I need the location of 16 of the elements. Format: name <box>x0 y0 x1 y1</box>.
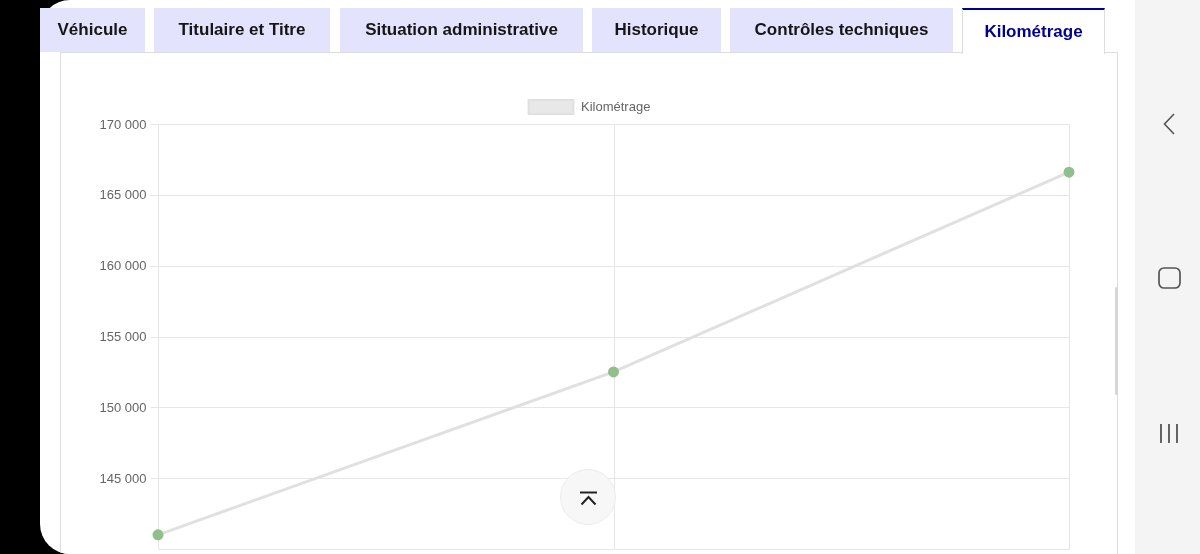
point <box>152 529 164 541</box>
tab: Situation administrative <box>340 8 583 52</box>
tab: Titulaire et Titre <box>154 8 330 52</box>
tab: Contrôles techniques <box>730 8 953 52</box>
y-tick-label: 155 000 <box>99 329 147 344</box>
point <box>1063 166 1075 178</box>
y-tick-label: 145 000 <box>99 470 147 486</box>
tab: Véhicule <box>40 8 145 52</box>
y-tick-label: 150 000 <box>99 399 147 415</box>
y-tick-label: 165 000 <box>99 187 147 203</box>
y-tick-label: 160 000 <box>99 258 147 274</box>
y-tick-label: 170 000 <box>99 116 147 132</box>
point <box>608 366 619 378</box>
tab: Kilométrage <box>962 8 1105 54</box>
tab: Historique <box>592 8 721 52</box>
legend-label: Kilométrage <box>581 99 651 114</box>
